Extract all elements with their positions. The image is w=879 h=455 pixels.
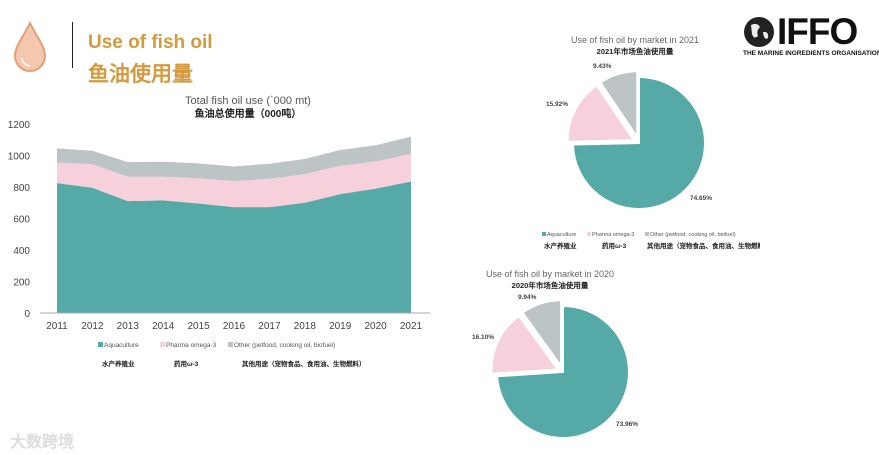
pie-slice-0 bbox=[496, 304, 630, 439]
pie-data-label: 73.96% bbox=[616, 421, 638, 428]
globe-icon bbox=[744, 17, 774, 47]
legend-label-zh: 水产养殖业 bbox=[544, 241, 577, 250]
legend-label-zh: 水产养殖业 bbox=[102, 359, 135, 368]
x-tick-label: 2017 bbox=[258, 321, 281, 332]
pie-slice-0 bbox=[571, 75, 706, 210]
pie-data-label: 74.65% bbox=[690, 195, 712, 202]
pie-subtitle: 2021年市场鱼油使用量 bbox=[597, 46, 674, 56]
x-tick-label: 2015 bbox=[187, 321, 210, 332]
pie-title: Use of fish oil by market in 2020 bbox=[486, 269, 614, 279]
iffo-logo: IFFO THE MARINE INGREDIENTS ORGANISATION bbox=[743, 11, 879, 57]
watermark: 大数跨境 bbox=[10, 434, 75, 451]
legend-label: Other (petfood, cooking oil, biofuel) bbox=[650, 232, 736, 238]
legend-label-zh: 其他用途（宠物食品、食用油、生物燃料） bbox=[647, 241, 760, 250]
pie-title: Use of fish oil by market in 2021 bbox=[571, 35, 699, 45]
legend-label: Other (petfood, cooking oil, biofuel) bbox=[234, 342, 335, 349]
page-title: Use of fish oil bbox=[88, 32, 213, 53]
legend-swatch bbox=[228, 342, 233, 347]
legend-swatch bbox=[587, 232, 591, 236]
legend-swatch bbox=[645, 232, 649, 236]
pie-slice-1 bbox=[566, 84, 636, 143]
x-tick-label: 2013 bbox=[117, 321, 140, 332]
pie-chart-2021: Use of fish oil by market in 20212021年市场… bbox=[542, 35, 760, 250]
legend-label: Pharma omega-3 bbox=[166, 342, 217, 349]
x-tick-label: 2014 bbox=[152, 321, 175, 332]
pie-chart-2020: Use of fish oil by market in 20202020年市场… bbox=[472, 269, 638, 439]
pie-data-label: 15.92% bbox=[546, 101, 568, 108]
legend-label-zh: 药用ω-3 bbox=[602, 241, 627, 250]
legend-label: Aquaculture bbox=[104, 342, 139, 349]
y-tick-label: 1000 bbox=[8, 152, 31, 163]
pie-slice-2 bbox=[599, 70, 639, 141]
area-series-0 bbox=[57, 181, 411, 313]
legend-swatch bbox=[160, 342, 165, 347]
x-tick-label: 2016 bbox=[223, 321, 246, 332]
area-series-2 bbox=[57, 136, 411, 182]
x-tick-label: 2011 bbox=[46, 321, 68, 332]
pie-data-label: 16.10% bbox=[472, 334, 494, 341]
oil-drop-icon bbox=[13, 20, 47, 72]
legend-label: Aquaculture bbox=[547, 232, 576, 238]
y-tick-label: 600 bbox=[13, 215, 30, 226]
y-tick-label: 200 bbox=[13, 278, 30, 289]
x-tick-label: 2020 bbox=[364, 321, 387, 332]
y-tick-label: 400 bbox=[13, 246, 30, 257]
page-title-zh: 鱼油使用量 bbox=[88, 62, 193, 86]
chart-title: Total fish oil use (`000 mt) bbox=[185, 95, 311, 107]
legend-label: Pharma omega-3 bbox=[592, 232, 635, 238]
legend-swatch bbox=[98, 342, 103, 347]
pie-slice-2 bbox=[521, 299, 563, 370]
x-tick-label: 2021 bbox=[400, 321, 423, 332]
y-tick-label: 1200 bbox=[8, 120, 31, 131]
x-tick-label: 2012 bbox=[81, 321, 104, 332]
legend-label-zh: 其他用途（宠物食品、食用油、生物燃料） bbox=[242, 359, 366, 368]
header-divider bbox=[72, 22, 73, 68]
legend-swatch bbox=[542, 232, 546, 236]
pie-data-label: 9.43% bbox=[593, 63, 612, 70]
pie-data-label: 9.94% bbox=[518, 294, 537, 301]
pie-slice-1 bbox=[490, 314, 560, 375]
x-tick-label: 2018 bbox=[294, 321, 317, 332]
chart-subtitle: 鱼油总使用量（000吨） bbox=[195, 107, 302, 120]
legend-label-zh: 药用ω-3 bbox=[174, 359, 199, 368]
x-tick-label: 2019 bbox=[329, 321, 352, 332]
y-tick-label: 0 bbox=[24, 309, 30, 320]
area-series-1 bbox=[57, 153, 411, 208]
y-tick-label: 800 bbox=[13, 183, 30, 194]
pie-subtitle: 2020年市场鱼油使用量 bbox=[512, 280, 589, 290]
area-chart: Total fish oil use (`000 mt)鱼油总使用量（000吨）… bbox=[8, 95, 430, 368]
